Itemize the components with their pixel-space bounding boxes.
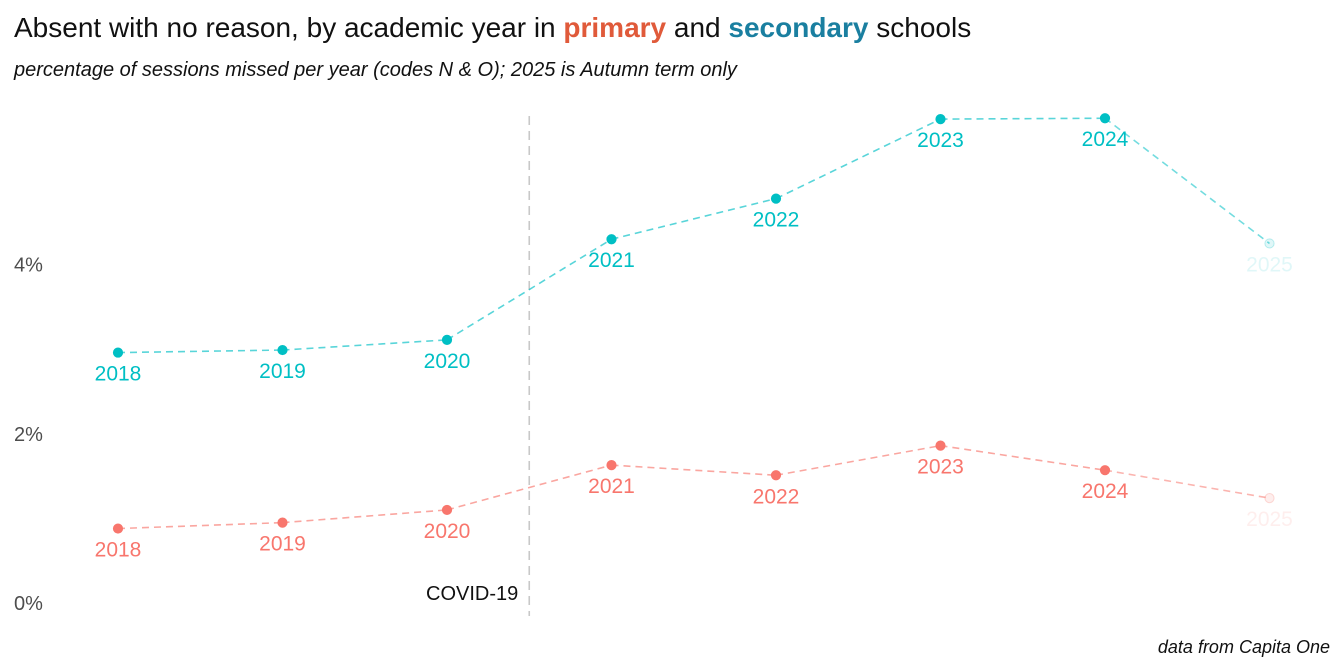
primary-point [277, 517, 288, 528]
chart-caption: data from Capita One [1157, 637, 1330, 657]
secondary-line-segment [611, 197, 777, 240]
secondary-line-segment [282, 339, 448, 351]
primary-point [441, 504, 453, 516]
y-tick-label: 0% [14, 593, 43, 615]
secondary-point-label: 2018 [95, 363, 142, 386]
secondary-point [112, 347, 124, 358]
primary-line-segment [940, 444, 1106, 471]
primary-line-segment [1104, 469, 1270, 499]
secondary-point-label: 2023 [917, 129, 964, 152]
secondary-line-segment [940, 117, 1106, 120]
primary-point-label: 2019 [259, 533, 306, 556]
secondary-point [441, 334, 453, 345]
primary-point [112, 523, 124, 534]
title-suffix: schools [868, 12, 972, 43]
primary-point-label: 2024 [1082, 480, 1129, 503]
primary-point [1264, 492, 1275, 504]
primary-point-label: 2021 [588, 475, 635, 498]
primary-line-segment [117, 521, 283, 530]
primary-line-segment [611, 464, 777, 477]
title-middle: and [666, 12, 729, 43]
primary-point-label: 2022 [753, 485, 800, 508]
chart-title: Absent with no reason, by academic year … [14, 12, 971, 44]
secondary-point-label: 2024 [1082, 128, 1129, 151]
primary-point [1099, 465, 1111, 476]
primary-point [606, 460, 617, 471]
secondary-point [277, 344, 288, 356]
primary-point [935, 440, 946, 451]
primary-point [770, 470, 782, 481]
secondary-point-label: 2022 [753, 209, 800, 232]
secondary-line-segment [1104, 117, 1270, 245]
secondary-point-label: 2025 [1246, 253, 1293, 276]
covid-annotation: COVID-19 [426, 583, 518, 605]
y-tick-label: 2% [14, 424, 43, 446]
secondary-point [1264, 238, 1275, 249]
secondary-point [606, 234, 617, 245]
secondary-point [770, 193, 782, 204]
primary-line-segment [282, 509, 448, 524]
chart-subtitle: percentage of sessions missed per year (… [14, 59, 737, 81]
secondary-point-label: 2020 [424, 350, 471, 373]
primary-point-label: 2023 [917, 456, 964, 479]
secondary-point-label: 2021 [588, 249, 635, 272]
title-primary-word: primary [563, 12, 667, 43]
y-tick-label: 4% [14, 255, 43, 277]
secondary-point [935, 113, 946, 125]
secondary-line-segment [446, 238, 612, 341]
secondary-line-segment [775, 118, 941, 200]
title-secondary-word: secondary [728, 12, 869, 43]
primary-line-segment [446, 464, 612, 511]
primary-point-label: 2020 [424, 520, 471, 543]
secondary-line-segment [117, 349, 283, 354]
title-prefix: Absent with no reason, by academic year … [14, 12, 564, 43]
secondary-point-label: 2019 [259, 360, 306, 383]
primary-point-label: 2025 [1246, 508, 1293, 531]
primary-line-segment [775, 444, 941, 477]
primary-point-label: 2018 [95, 539, 142, 562]
secondary-point [1099, 113, 1111, 124]
